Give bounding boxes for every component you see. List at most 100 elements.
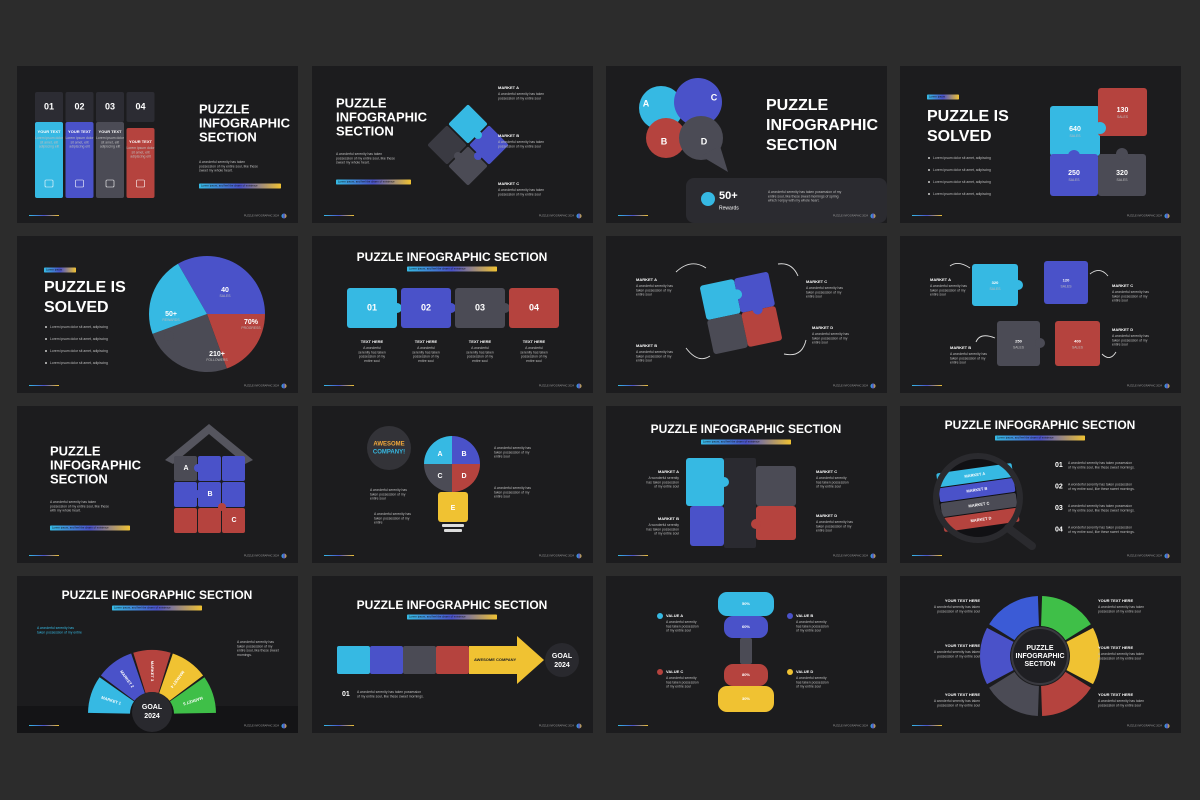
label: SALES <box>1117 178 1129 182</box>
pieces: D <box>461 473 466 480</box>
goal: 2024 <box>144 713 160 720</box>
text: possession of my entire soul <box>1098 656 1141 660</box>
arrow <box>675 263 707 273</box>
text: has taken possession <box>646 527 679 531</box>
tag: Lorem ipsum, and feel the charm of exist… <box>114 606 171 610</box>
tag: Lorem ipsum, and feel the charm of exist… <box>338 180 395 184</box>
logo <box>1164 723 1170 729</box>
text: entire soul <box>812 341 828 345</box>
shape <box>701 146 728 172</box>
body: sweet my whole heart. <box>336 161 370 165</box>
handle <box>1004 524 1036 550</box>
text: has taken possession <box>666 624 699 628</box>
puzzle-piece <box>1044 261 1088 304</box>
text: A wonderful serenity has <box>930 284 967 288</box>
footer: PUZZLE INFOGRAPHIC 2024 <box>833 724 869 728</box>
text: A wonderful serenity has <box>1112 290 1149 294</box>
goal: GOAL <box>142 704 163 711</box>
puzzle-piece <box>438 492 468 522</box>
stat-label: Rewards <box>719 205 739 211</box>
slide: PUZZLE INFOGRAPHIC SECTION Lorem ipsum, a… <box>312 576 593 733</box>
bullets: Lorem ipsum dolor sit amet, adipiscing <box>933 192 991 196</box>
left: entire <box>374 521 383 525</box>
puzzle-piece <box>126 92 155 122</box>
right: entire soul, like these sweet <box>237 649 279 653</box>
right: taken possession of my <box>237 644 273 648</box>
slide: PUZZLE INFOGRAPHIC SECTION Lorem ipsum, a… <box>17 576 298 733</box>
text: possession of my entire soul <box>1098 703 1141 707</box>
puzzle-piece <box>509 288 559 328</box>
left: A wonderful serenity has <box>370 488 407 492</box>
right: taken possession of my <box>494 490 530 494</box>
value: 320 <box>1116 170 1128 177</box>
footer-line <box>29 725 59 726</box>
number: 02 <box>74 101 84 111</box>
text: A wonderful serenity has <box>1112 334 1149 338</box>
logo <box>576 553 582 559</box>
bulb-base <box>444 529 462 532</box>
tag-bar <box>50 525 130 531</box>
puzzle-piece <box>700 279 741 320</box>
tag: Lorem ipsum, and feel the charm of exist… <box>409 615 466 619</box>
footer-line <box>29 555 59 556</box>
stat: 50+ <box>719 190 738 202</box>
puzzle-segment <box>452 436 480 464</box>
puzzle-knob <box>392 303 402 313</box>
footer: PUZZLE INFOGRAPHIC 2024 <box>244 554 280 558</box>
text: taken possession of my <box>930 288 966 292</box>
text: adipiscing elit <box>100 145 120 149</box>
title: PUZZLE INFOGRAPHIC SECTION <box>651 422 842 436</box>
footer-line <box>912 385 942 386</box>
note: taken possession of my entire <box>37 630 82 634</box>
right: A wonderful serenity has <box>494 486 531 490</box>
footer-line <box>618 385 648 386</box>
name: YOUR TEXT HERE <box>945 598 980 603</box>
puzzle-knob <box>218 503 226 511</box>
bullet <box>928 157 930 159</box>
center: SECTION <box>1024 661 1055 668</box>
value: 70% <box>244 319 259 326</box>
footer-line <box>324 555 354 556</box>
bullets: Lorem ipsum dolor sit amet, adipiscing <box>50 337 108 341</box>
band <box>942 507 1020 532</box>
levels: 30% <box>742 696 750 701</box>
puzzle-piece <box>370 646 403 674</box>
footer: PUZZLE INFOGRAPHIC 2024 <box>1127 384 1163 388</box>
label: SALES <box>1072 345 1084 349</box>
text: A wonderful serenity has taken possessio… <box>1068 504 1132 508</box>
puzzle-knob <box>164 331 174 341</box>
tag-bar <box>407 266 497 272</box>
footer-line <box>29 215 59 216</box>
body: A wonderful serenity has taken <box>199 160 245 164</box>
puzzle-segment <box>159 653 204 701</box>
number: 01 <box>367 302 377 312</box>
pieces: C <box>711 92 718 102</box>
badge: AWESOME <box>373 442 404 448</box>
puzzle-piece <box>198 482 221 507</box>
logo <box>576 213 582 219</box>
text: A wonderful serenity <box>666 620 697 624</box>
tag: Lorem ipsum, and feel the charm of exist… <box>703 440 760 444</box>
title: PUZZLE INFOGRAPHIC SECTION <box>945 418 1136 432</box>
text: sit amet, elit <box>70 140 88 144</box>
puzzle-segment <box>149 263 207 334</box>
footer-line <box>618 215 648 216</box>
text: A wonderful serenity has <box>812 332 849 336</box>
title: PUZZLE INFOGRAPHIC SECTION <box>62 588 253 602</box>
badge: COMPANY! <box>373 450 405 456</box>
name: VALUE D <box>796 669 813 674</box>
value: 640 <box>1069 126 1081 133</box>
name: MARKET C <box>806 279 827 284</box>
logo <box>281 553 287 559</box>
bullet <box>45 362 47 364</box>
puzzle-knob <box>446 303 456 313</box>
puzzle-piece <box>65 122 94 198</box>
arrow <box>685 347 711 360</box>
magnifier-ring <box>933 453 1023 543</box>
title-lines: PUZZLE <box>50 443 101 458</box>
tag-bar <box>701 439 791 445</box>
band <box>940 492 1018 517</box>
